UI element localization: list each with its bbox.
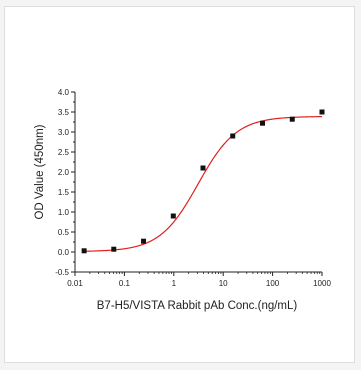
y-tick-label: -0.5 <box>55 268 69 277</box>
axes: -0.5 0.0 0.5 1.0 1.5 2.0 2.5 3.0 3.5 4.0 0.01 0.1 1 1… <box>55 88 331 288</box>
x-tick-label: 1000 <box>313 279 331 288</box>
x-tick-label: 10 <box>219 279 228 288</box>
data-point <box>141 238 147 244</box>
data-point <box>289 116 295 122</box>
y-tick-label: 4.0 <box>58 88 70 97</box>
chart-card: -0.5 0.0 0.5 1.0 1.5 2.0 2.5 3.0 3.5 4.0 0.01 0.1 1 1… <box>4 6 355 363</box>
y-tick-label: 2.5 <box>58 148 70 157</box>
data-point <box>200 165 206 171</box>
fit-curve-layer <box>84 116 323 252</box>
y-tick-label: 0.0 <box>58 248 70 257</box>
y-tick-label: 0.5 <box>58 228 70 237</box>
y-axis-label: OD Value (450nm) <box>34 124 46 219</box>
data-point <box>319 109 325 115</box>
y-tick-label: 3.5 <box>58 108 70 117</box>
x-tick-label: 1 <box>172 279 177 288</box>
data-point <box>81 248 87 254</box>
data-point <box>230 133 236 139</box>
data-point <box>170 213 176 219</box>
data-point <box>111 246 117 252</box>
y-tick-label: 1.0 <box>58 208 70 217</box>
data-points-layer <box>81 109 325 254</box>
y-tick-label: 2.0 <box>58 168 70 177</box>
x-tick-label: 0.1 <box>119 279 131 288</box>
data-point <box>260 120 266 126</box>
chart: -0.5 0.0 0.5 1.0 1.5 2.0 2.5 3.0 3.5 4.0 0.01 0.1 1 1… <box>34 88 331 312</box>
x-tick-label: 100 <box>266 279 280 288</box>
x-tick-label: 0.01 <box>67 279 83 288</box>
fit-curve-line <box>84 116 323 252</box>
y-tick-label: 3.0 <box>58 128 70 137</box>
x-axis-label: B7-H5/VISTA Rabbit pAb Conc.(ng/mL) <box>97 300 298 312</box>
y-tick-label: 1.5 <box>58 188 70 197</box>
